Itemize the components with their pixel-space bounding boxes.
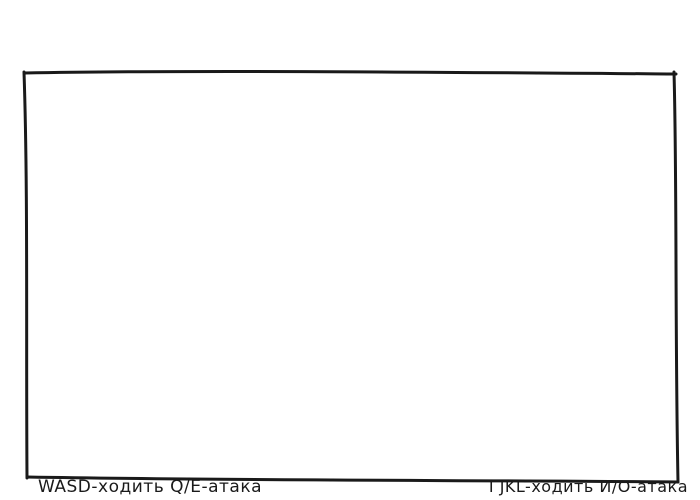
player1-controls-hint: WASD-ходить Q/E-атака <box>38 477 263 497</box>
player2-controls-hint: I JKL-ходить И/О-атака <box>488 477 688 496</box>
